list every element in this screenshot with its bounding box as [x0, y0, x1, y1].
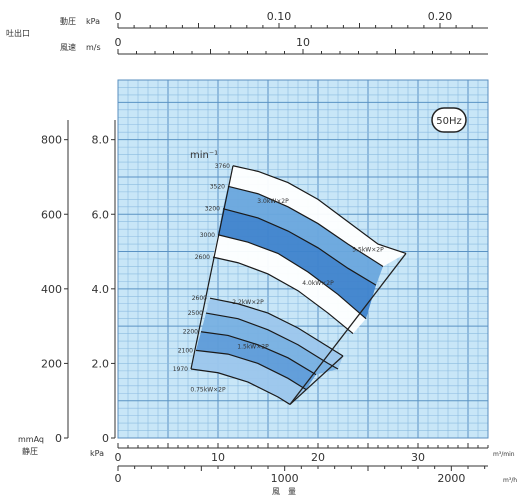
speed-curve-label: 3520 — [210, 183, 225, 190]
x-unit-kpa: kPa — [90, 449, 104, 458]
x-tick-label: 10 — [211, 451, 225, 464]
operating-region — [201, 313, 338, 375]
top-tick-label: 0.10 — [267, 10, 292, 23]
x-tick-label: 1000 — [271, 472, 299, 485]
x-axis-m3h: 0 1000 2000 — [115, 465, 488, 485]
speed-curve-label: 3760 — [215, 163, 230, 170]
motor-label: 3.0kW×2P — [257, 198, 289, 205]
frequency-badge: 50Hz — [431, 107, 467, 133]
motor-label: 2.2kW×2P — [232, 299, 264, 306]
y-tick-label: 400 — [41, 283, 62, 296]
y-tick-label: 800 — [41, 134, 62, 147]
operating-region — [191, 350, 306, 405]
speed-curve-label: 2100 — [178, 347, 193, 354]
speed-curve-labels: 3760 3520 3200 3000 2600 2600 2500 2200 2100 1970 — [173, 163, 230, 373]
speed-curve-label: 2600 — [192, 295, 207, 302]
top-tick-label: 10 — [296, 36, 310, 49]
x-tick-label: 0 — [115, 472, 122, 485]
speed-curve — [205, 312, 339, 370]
speed-curve-label: 1970 — [173, 366, 188, 373]
x-unit-m3h: m³/h — [503, 477, 517, 484]
speed-curve-label: 2200 — [183, 329, 198, 336]
speed-curve-label: 3200 — [205, 206, 220, 213]
top-tick-label: 0 — [115, 10, 122, 23]
speed-curves — [190, 165, 407, 405]
y-tick-label: 200 — [41, 357, 62, 370]
speed-curve — [200, 331, 317, 376]
speed-curve-label: 3000 — [200, 232, 215, 239]
top-tick-label: 0 — [115, 36, 122, 49]
speed-curve — [212, 256, 354, 335]
operating-region — [213, 234, 366, 334]
x-tick-label: 20 — [311, 451, 325, 464]
speed-curve — [232, 165, 407, 254]
speed-curve — [227, 185, 384, 267]
operating-region — [228, 165, 406, 267]
top-tick-label: 0.20 — [428, 10, 453, 23]
x-axis-label: 風 量 — [272, 487, 296, 496]
y-tick-label: 0 — [55, 432, 62, 445]
frequency-badge-text: 50Hz — [436, 116, 462, 127]
speed-unit: min⁻¹ — [190, 150, 218, 161]
operating-region — [218, 208, 376, 319]
y-tick-label: 4.0 — [92, 283, 110, 296]
x-tick-label: 0 — [115, 451, 122, 464]
top-axis-1-unit: kPa — [86, 17, 100, 26]
motor-label: 5.5kW×2P — [352, 247, 384, 254]
speed-curve — [217, 234, 367, 320]
y-tick-label: 0 — [102, 432, 109, 445]
left-boundary — [190, 165, 234, 370]
x-tick-label: 2000 — [437, 472, 465, 485]
limit-line — [289, 355, 344, 405]
plot-frame — [117, 79, 489, 439]
speed-curve-label: 2600 — [195, 254, 210, 261]
y-axis-mmaq: 0 200 400 600 800 — [41, 120, 69, 445]
y-axis-label: 静圧 — [22, 446, 38, 456]
motor-labels: 3.0kW×2P 5.5kW×2P 4.0kW×2P 2.2kW×2P 1.5kW×2P… — [190, 198, 384, 393]
top-axis-2-name: 風速 — [60, 43, 76, 52]
operating-region — [223, 186, 383, 286]
motor-label: 0.75kW×2P — [190, 386, 226, 393]
top-axis-2-unit: m/s — [86, 43, 101, 52]
y-tick-label: 6.0 — [92, 208, 110, 221]
top-axis-1-name: 動圧 — [60, 17, 76, 26]
y-tick-label: 600 — [41, 208, 62, 221]
operating-region — [196, 331, 316, 390]
y-axis-kpa: 0 2.0 4.0 6.0 8.0 — [92, 120, 116, 445]
speed-curve — [190, 368, 291, 405]
top-axes: 0 0.10 0.20 0 10 — [115, 10, 488, 55]
speed-curve-label: 2500 — [188, 310, 203, 317]
outlet-label: 吐出口 — [6, 28, 30, 38]
y-unit-mmaq: mmAq — [18, 435, 44, 444]
x-unit-m3min: m³/min — [493, 451, 515, 458]
x-axis-m3min: 0 10 20 30 — [115, 443, 489, 464]
speed-curve — [209, 297, 344, 357]
y-tick-label: 2.0 — [92, 357, 110, 370]
motor-label: 1.5kW×2P — [237, 344, 269, 351]
y-tick-label: 8.0 — [92, 134, 110, 147]
speed-curve — [195, 349, 307, 391]
operating-regions — [191, 165, 407, 405]
motor-label: 4.0kW×2P — [302, 280, 334, 287]
speed-curve — [222, 208, 377, 286]
x-tick-label: 30 — [411, 451, 425, 464]
